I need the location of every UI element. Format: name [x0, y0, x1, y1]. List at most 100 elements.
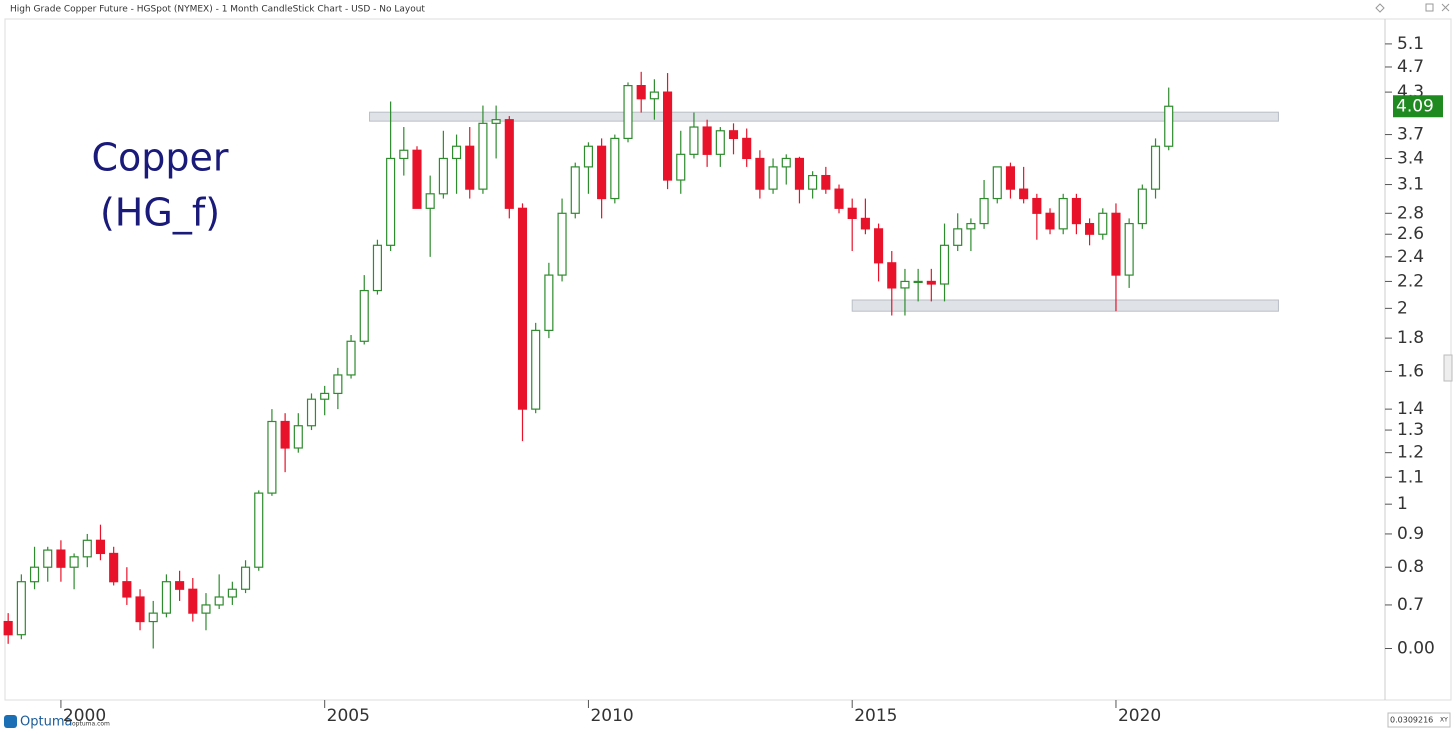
readout: 0.0309216 [1390, 716, 1433, 725]
candle-body [676, 153, 686, 181]
y-tick-label: 4.7 [1397, 57, 1424, 77]
candle-body [663, 91, 673, 181]
candle-body [1111, 212, 1121, 276]
candle [623, 82, 633, 143]
candle-body [399, 149, 409, 160]
candle-body [201, 604, 211, 614]
candle [254, 490, 264, 571]
icon[interactable] [1425, 3, 1434, 12]
candle [82, 533, 92, 568]
candle [676, 130, 686, 194]
candle [1085, 218, 1095, 246]
y-tick-label: 1.4 [1397, 399, 1424, 419]
candle [320, 385, 330, 416]
candle-body [913, 280, 923, 284]
candle [201, 593, 211, 631]
window-controls[interactable] [1375, 3, 1450, 13]
candle-body [214, 596, 224, 606]
candle-body [95, 539, 106, 555]
last-price-label: 4.09 [1396, 96, 1434, 116]
candle-body [794, 157, 805, 190]
candle-body [320, 392, 330, 400]
y-tick-label: 2.4 [1397, 247, 1424, 267]
candle-body [926, 280, 936, 285]
candle [583, 142, 593, 194]
candle [557, 198, 567, 282]
candle [597, 138, 607, 219]
candle [1058, 193, 1068, 235]
candle [399, 127, 409, 176]
price-zone [369, 111, 1279, 122]
y-tick-label: 3.1 [1397, 175, 1424, 195]
candle-body [979, 197, 989, 225]
candle-body [939, 244, 950, 285]
candle [452, 134, 462, 194]
candle-body [56, 549, 66, 568]
y-tick-label: 1.1 [1397, 467, 1424, 487]
candle [267, 409, 277, 496]
candle [610, 134, 620, 204]
candle [43, 546, 53, 582]
candle-body [623, 85, 633, 140]
candle-body [69, 556, 79, 568]
candle-body [465, 145, 475, 190]
candle-body [333, 374, 343, 395]
candle-body [122, 581, 132, 598]
candle-body [359, 289, 369, 342]
panel-toggle[interactable] [1443, 354, 1453, 382]
y-tick-label: 1.8 [1397, 328, 1424, 348]
candle [359, 275, 369, 345]
candle [715, 127, 725, 167]
y-tick-label: 1 [1397, 494, 1408, 514]
candle-body [821, 174, 831, 190]
candle-body [992, 166, 1002, 200]
candle [175, 570, 185, 601]
candle [148, 600, 158, 649]
candle [847, 198, 857, 252]
candle [1032, 193, 1042, 240]
candle [755, 150, 765, 199]
candle-body [1124, 222, 1134, 276]
candle-body [742, 137, 752, 160]
candle [293, 413, 303, 453]
candle [161, 574, 171, 618]
x-tick-label: 2010 [590, 706, 633, 726]
y-tick-label: 1.2 [1397, 443, 1424, 463]
candle [808, 171, 818, 199]
candle [992, 166, 1002, 204]
candle [834, 184, 844, 214]
candle-body [1085, 222, 1095, 235]
candle [636, 71, 646, 113]
candle [1150, 138, 1161, 199]
candle-body [188, 588, 198, 614]
candle-body [570, 166, 580, 214]
candle-body [874, 228, 884, 264]
x-tick-label: 2005 [327, 706, 370, 726]
y-tick-label: 3.7 [1397, 125, 1424, 145]
candle-body [1150, 145, 1161, 190]
candle [794, 156, 805, 204]
candle-body [1045, 212, 1055, 230]
icon[interactable] [1441, 3, 1450, 12]
candle-body [1058, 197, 1068, 230]
candle-body [953, 228, 963, 246]
candle [3, 613, 13, 644]
y-tick-label: 3.4 [1397, 148, 1424, 168]
candle [781, 154, 791, 185]
candle-body [16, 581, 26, 636]
candle-body [254, 492, 264, 568]
candle-body [887, 262, 897, 289]
candle-body [491, 119, 501, 124]
candle-body [386, 157, 396, 246]
icon[interactable] [1375, 3, 1385, 13]
candle-body [148, 612, 158, 623]
candle-body [425, 193, 435, 209]
candle [860, 198, 870, 235]
candle [16, 574, 26, 640]
mode: XY [1440, 717, 1448, 724]
candle-body [702, 126, 712, 155]
candle [69, 553, 79, 590]
candle [939, 223, 950, 302]
candle [689, 112, 699, 159]
